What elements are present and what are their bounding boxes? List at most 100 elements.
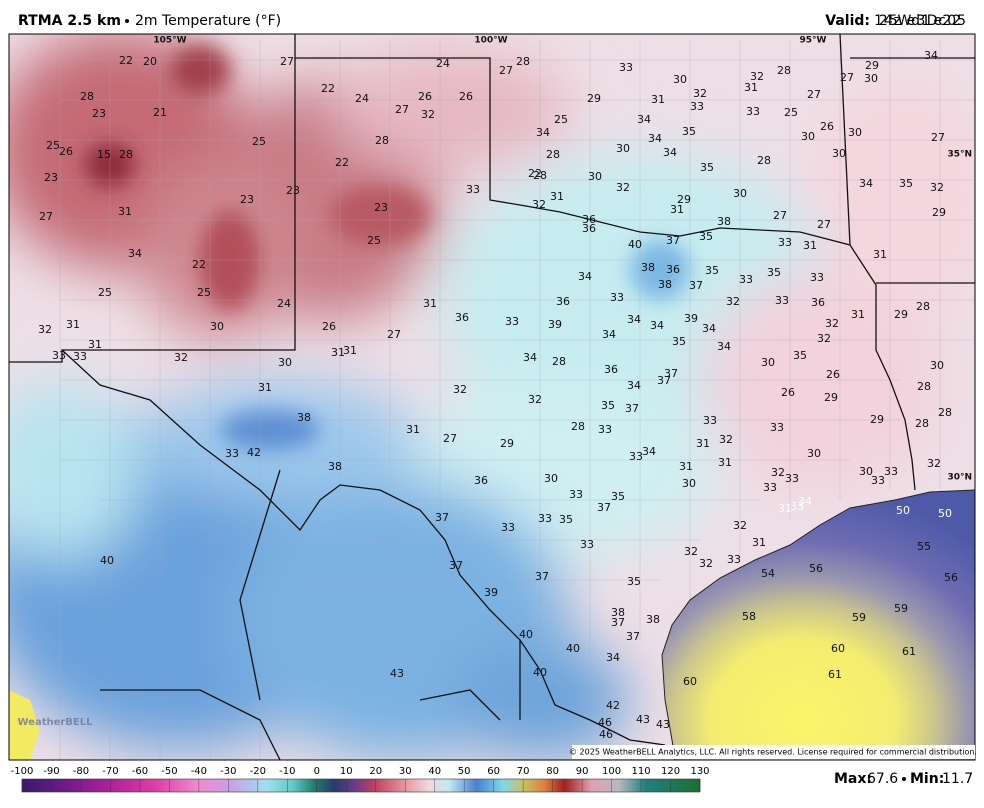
station-temp: 37 <box>597 501 611 514</box>
station-temp: 56 <box>944 571 958 584</box>
station-temp: 34 <box>717 340 731 353</box>
station-temp: 40 <box>519 628 533 641</box>
colorbar-tick-label: -80 <box>73 766 89 777</box>
mexico-state-borders <box>100 469 521 760</box>
min-value: 11.7 <box>942 771 973 787</box>
colorbar <box>21 778 701 793</box>
station-temp: 30 <box>673 73 687 86</box>
station-temp: 55 <box>917 540 931 553</box>
station-temp: 37 <box>449 559 463 572</box>
station-temp: 33 <box>610 291 624 304</box>
station-temp: 32 <box>726 295 740 308</box>
station-temp: 46 <box>598 716 612 729</box>
station-temp: 31 <box>778 502 792 515</box>
station-temp: 21 <box>153 106 167 119</box>
station-temp: 32 <box>532 198 546 211</box>
station-temp: 33 <box>884 465 898 478</box>
station-temp: 32 <box>684 545 698 558</box>
station-temp: 37 <box>689 279 703 292</box>
colorbar-tick-label: 10 <box>340 766 353 777</box>
station-temp: 34 <box>627 379 641 392</box>
station-temp: 42 <box>247 446 261 459</box>
station-temp: 34 <box>536 126 550 139</box>
station-temp: 40 <box>628 238 642 251</box>
station-temp: 28 <box>546 148 560 161</box>
station-temp: 32 <box>38 323 52 336</box>
longitude-label: 100°W <box>474 36 507 46</box>
station-temp: 35 <box>672 335 686 348</box>
station-temp: 23 <box>286 184 300 197</box>
station-temp: 28 <box>571 420 585 433</box>
station-temp: 43 <box>636 713 650 726</box>
footer-dot <box>902 777 906 781</box>
model-name: RTMA 2.5 km <box>18 13 121 29</box>
station-temp: 28 <box>757 154 771 167</box>
station-temp: 33 <box>763 481 777 494</box>
colorbar-tick-label: 110 <box>631 766 650 777</box>
station-temp: 32 <box>699 557 713 570</box>
station-temp: 35 <box>793 349 807 362</box>
station-temp: 23 <box>240 193 254 206</box>
station-temp: 38 <box>611 606 625 619</box>
station-temp: 33 <box>569 488 583 501</box>
station-temp: 30 <box>859 465 873 478</box>
station-temp: 32 <box>453 383 467 396</box>
station-temp: 22 <box>321 82 335 95</box>
colorbar-tick-label: -50 <box>161 766 177 777</box>
station-temp: 35 <box>601 399 615 412</box>
colorbar-tick-label: 130 <box>690 766 709 777</box>
station-temp: 34 <box>798 495 812 508</box>
station-temp: 23 <box>374 201 388 214</box>
station-temp: 32 <box>733 519 747 532</box>
station-temp: 37 <box>435 511 449 524</box>
station-temp: 30 <box>278 356 292 369</box>
station-temp: 31 <box>679 460 693 473</box>
station-temp: 38 <box>641 261 655 274</box>
station-temp: 32 <box>771 466 785 479</box>
station-temp: 37 <box>626 630 640 643</box>
station-temp: 36 <box>455 311 469 324</box>
colorbar-tick-label: -20 <box>250 766 266 777</box>
station-temp: 30 <box>761 356 775 369</box>
station-temp: 28 <box>552 355 566 368</box>
station-temp: 50 <box>938 507 952 520</box>
station-temp: 34 <box>606 651 620 664</box>
colorbar-tick-label: -90 <box>43 766 59 777</box>
station-temp: 36 <box>604 363 618 376</box>
colorbar-tick-label: 20 <box>369 766 382 777</box>
station-temp: 31 <box>873 248 887 261</box>
station-temp: 28 <box>80 90 94 103</box>
longitude-label: 105°W <box>153 36 186 46</box>
max-label: Max: <box>834 771 872 787</box>
station-temp: 30 <box>930 359 944 372</box>
station-temp: 35 <box>611 490 625 503</box>
station-temp: 26 <box>781 386 795 399</box>
station-temp: 33 <box>466 183 480 196</box>
station-temp: 26 <box>418 90 432 103</box>
station-temp: 38 <box>717 215 731 228</box>
station-temp: 40 <box>100 554 114 567</box>
station-temp: 30 <box>588 170 602 183</box>
colorbar-tick-label: -70 <box>102 766 118 777</box>
station-temp: 30 <box>210 320 224 333</box>
station-temp: 26 <box>322 320 336 333</box>
map-frame <box>8 33 976 761</box>
station-temp: 29 <box>824 391 838 404</box>
station-temp: 33 <box>810 271 824 284</box>
station-temp: 31 <box>696 437 710 450</box>
colorbar-tick-label: 0 <box>314 766 320 777</box>
station-temp: 34 <box>859 177 873 190</box>
station-temp: 27 <box>773 209 787 222</box>
station-temp: 35 <box>767 266 781 279</box>
station-temp: 28 <box>938 406 952 419</box>
station-temp: 33 <box>619 61 633 74</box>
station-temp: 34 <box>642 445 656 458</box>
station-temp: 30 <box>832 147 846 160</box>
station-temp: 33 <box>73 350 87 363</box>
station-temp: 28 <box>917 380 931 393</box>
station-temp: 31 <box>88 338 102 351</box>
station-temp: 34 <box>602 328 616 341</box>
station-temp: 27 <box>931 131 945 144</box>
colorbar-tick-label: -60 <box>132 766 148 777</box>
